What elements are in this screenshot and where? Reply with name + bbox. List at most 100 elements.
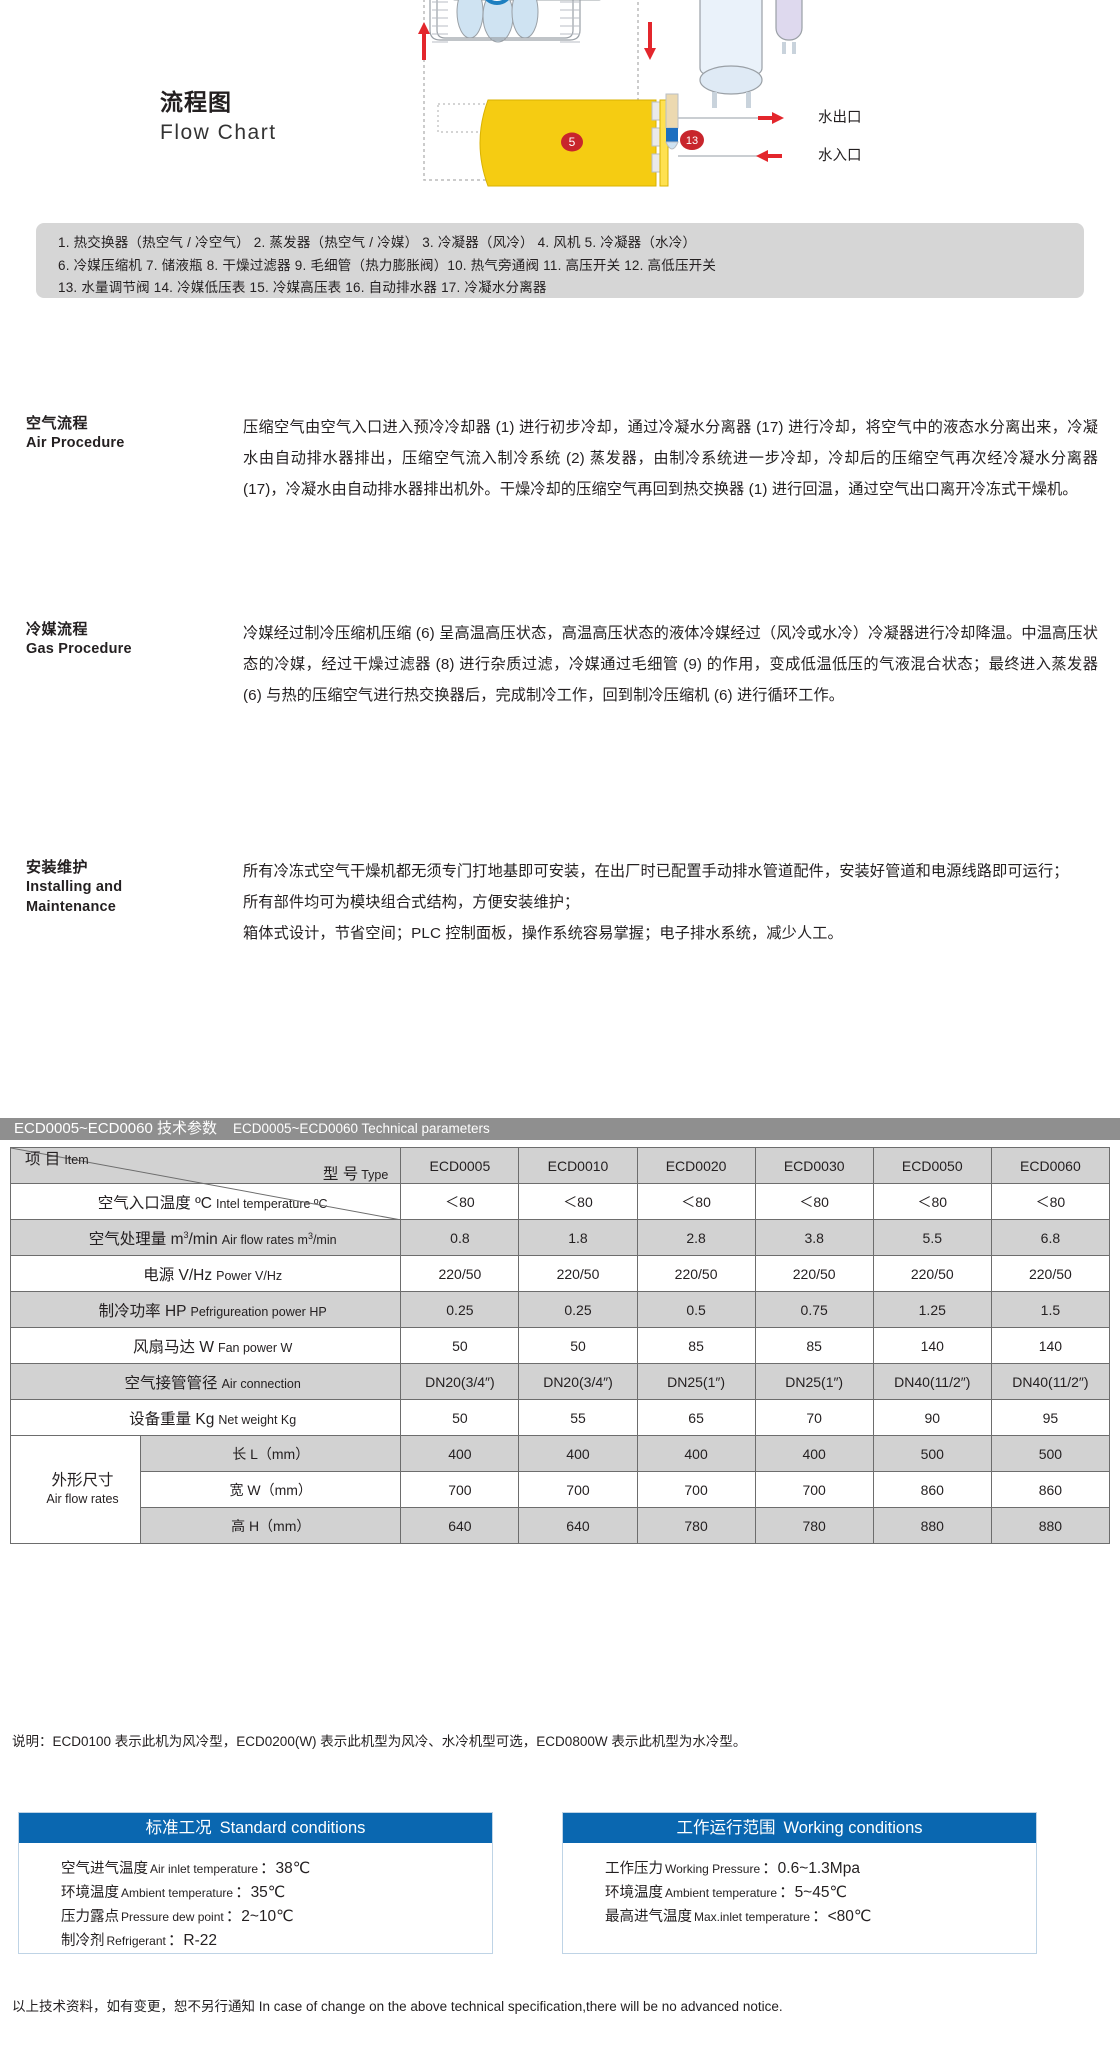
standard-conditions-header: 标准工况 Standard conditions [19,1813,492,1843]
spec-row-value: 85 [754,1327,874,1364]
spec-table-row: 电源 V/Hz Power V/Hz 220/50 220/50 220/50 220/5… [9,1255,1111,1292]
spec-table-dimension-row: 宽 W（mm） 700 700 700 700 860 860 [11,1471,1111,1508]
section-air-procedure-label-cn: 空气流程 [26,415,89,432]
spec-table: 项 目 Item 型 号 Type ECD0005 ECD0010 ECD0020 ECD00… [9,1147,1111,1544]
spec-row-value: 55 [518,1399,638,1436]
flow-chart-title-en: Flow Chart [160,120,277,144]
dimension-value: 780 [754,1507,874,1544]
section-installing-maintenance-label: 安装维护 Installing and Maintenance [26,858,196,917]
spec-row-label: 制冷功率 HP Pefrigureation power HP [9,1291,402,1328]
water-inlet-label: 水入口 [818,148,862,164]
dimension-value: 880 [872,1507,992,1544]
spec-table-model-header-4: ECD0030 [754,1147,874,1184]
dimension-value: 700 [754,1471,874,1508]
diagonal-divider-icon [11,1148,401,1220]
spec-row-label: 电源 V/Hz Power V/Hz [9,1255,402,1292]
dimension-group-label: 外形尺寸 Air flow rates [9,1435,142,1544]
spec-row-value: 220/50 [990,1255,1111,1292]
spec-table-model-header-1: ECD0005 [400,1147,520,1184]
spec-table-row: 风扇马达 W Fan power W 50 50 85 85 140 140 [9,1327,1111,1364]
working-condition-row-2: 环境温度 Ambient temperature ：5~45℃ [605,1884,847,1901]
spec-row-value: 220/50 [872,1255,992,1292]
spec-row-label: 设备重量 Kg Net weight Kg [9,1399,402,1436]
spec-row-value: 0.25 [518,1291,638,1328]
spec-row-value: 1.8 [518,1219,638,1256]
working-conditions-box: 工作运行范围 Working conditions 工作压力 Working Pre… [562,1812,1037,1954]
spec-row-label: 空气接管管径 Air connection [9,1363,402,1400]
corner-item-label: 项 目 Item [25,1151,89,1168]
corner-type-label: 型 号 Type [322,1166,389,1183]
dimension-value: 860 [872,1471,992,1508]
legend-line-2: 6. 冷媒压缩机 7. 储液瓶 8. 干燥过滤器 9. 毛细管（热力膨胀阀）10… [58,257,717,273]
spec-row-value: 2.8 [636,1219,756,1256]
flow-diagram: 4 5 6 7 13 水出口 水入口 流程图 Flow Chart [0,0,1120,190]
dimension-value: 640 [518,1507,638,1544]
standard-conditions-body: 空气进气温度 Air inlet temperature ：38℃ 环境温度 Ambie… [19,1843,492,1953]
flow-diagram-graphic: 4 5 6 7 13 [418,0,803,187]
spec-table-model-header-6: ECD0060 [990,1147,1111,1184]
dimension-value: 860 [990,1471,1111,1508]
spec-row-value: 220/50 [754,1255,874,1292]
dimension-value: 500 [872,1435,992,1472]
maintenance-line-1: 所有冷冻式空气干燥机都无须专门打地基即可安装，在出厂时已配置手动排水管道配件，安… [243,863,1069,880]
spec-table-model-header-3: ECD0020 [636,1147,756,1184]
working-condition-row-3: 最高进气温度 Max.inlet temperature ：<80℃ [605,1908,872,1925]
spec-row-value: 3.8 [754,1219,874,1256]
working-condition-row-1: 工作压力 Working Pressure ：0.6~1.3Mpa [605,1860,860,1877]
spec-row-value: 85 [636,1327,756,1364]
section-air-procedure-label: 空气流程 Air Procedure [26,414,196,454]
spec-row-value: 220/50 [400,1255,520,1292]
spec-row-label: 风扇马达 W Fan power W [9,1327,402,1364]
working-conditions-body: 工作压力 Working Pressure ：0.6~1.3Mpa 环境温度 Ambie… [563,1843,1036,1953]
spec-table-title-band: ECD0005~ECD0060 技术参数 ECD0005~ECD0060 Tech… [0,1118,1120,1140]
spec-row-label: 空气入口温度 ºC Intel temperature ºC [9,1183,402,1220]
spec-row-value: DN40(11/2″) [872,1363,992,1400]
spec-row-value: ＜80 [400,1183,520,1220]
spec-table-model-header-2: ECD0010 [518,1147,638,1184]
spec-row-value: 0.5 [636,1291,756,1328]
spec-table-row: 设备重量 Kg Net weight Kg 50 55 65 70 90 95 [9,1399,1111,1436]
spec-row-value: 50 [400,1327,520,1364]
spec-row-value: 0.75 [754,1291,874,1328]
flow-chart-title: 流程图 Flow Chart [160,88,277,146]
spec-row-value: 140 [872,1327,992,1364]
spec-table-dimension-row: 外形尺寸 Air flow rates 长 L（mm） 400 400 400 400 500… [9,1435,1111,1544]
dimension-value: 700 [518,1471,638,1508]
spec-table-header-row: 项 目 Item 型 号 Type ECD0005 ECD0010 ECD0020 ECD00… [9,1147,1111,1220]
spec-row-label: 空气处理量 m3/min Air flow rates m3/min [9,1219,402,1256]
spec-row-value: 6.8 [990,1219,1111,1256]
spec-table-row: 空气处理量 m3/min Air flow rates m3/min 0.8 1.8 2… [9,1219,1111,1256]
spec-table-row: 空气入口温度 ºC Intel temperature ºC ＜80 ＜80 ＜80 ＜8… [9,1183,1111,1220]
section-installing-maintenance-label-en: Installing and Maintenance [26,879,123,915]
spec-row-value: ＜80 [872,1183,992,1220]
spec-table-model-header-5: ECD0050 [872,1147,992,1184]
spec-row-value: DN20(3/4″) [400,1363,520,1400]
dimension-sub-label: 宽 W（mm） [140,1471,402,1508]
spec-row-value: DN40(11/2″) [990,1363,1111,1400]
spec-row-value: ＜80 [518,1183,638,1220]
spec-row-value: 1.25 [872,1291,992,1328]
dimension-value: 400 [636,1435,756,1472]
dimension-value: 400 [400,1435,520,1472]
spec-row-value: 95 [990,1399,1111,1436]
spec-row-value: 140 [990,1327,1111,1364]
spec-row-value: 0.25 [400,1291,520,1328]
dimension-value: 500 [990,1435,1111,1472]
spec-row-value: 0.8 [400,1219,520,1256]
spec-row-value: 220/50 [518,1255,638,1292]
section-gas-procedure-label: 冷媒流程 Gas Procedure [26,620,196,660]
dimension-sub-label: 高 H（mm） [140,1507,402,1544]
dimension-value: 700 [636,1471,756,1508]
section-installing-maintenance-label-cn: 安装维护 [26,859,89,876]
spec-row-value: ＜80 [754,1183,874,1220]
dimension-value: 400 [754,1435,874,1472]
water-outlet-label: 水出口 [818,110,862,126]
spec-row-value: DN25(1″) [754,1363,874,1400]
section-air-procedure-label-en: Air Procedure [26,435,125,452]
section-air-procedure-body: 压缩空气由空气入口进入预冷冷却器 (1) 进行初步冷却，通过冷凝水分离器 (17… [243,419,1098,498]
spec-row-value: 50 [400,1399,520,1436]
standard-condition-row-3: 压力露点 Pressure dew point ：2~10℃ [61,1908,294,1925]
spec-row-value: 220/50 [636,1255,756,1292]
spec-table-dimension-row: 高 H（mm） 640 640 780 780 880 880 [11,1507,1111,1544]
